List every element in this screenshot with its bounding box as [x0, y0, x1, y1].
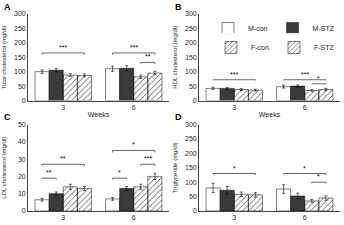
svg-text:200: 200 — [14, 39, 26, 46]
svg-text:6: 6 — [132, 214, 136, 221]
svg-text:0: 0 — [22, 207, 26, 214]
svg-text:C: C — [4, 112, 11, 122]
svg-text:**: ** — [60, 155, 66, 162]
svg-text:200: 200 — [185, 39, 197, 46]
svg-text:150: 150 — [14, 54, 26, 61]
svg-text:6: 6 — [303, 104, 307, 111]
svg-text:0: 0 — [22, 97, 26, 104]
svg-text:50: 50 — [189, 193, 197, 200]
svg-text:M-con: M-con — [248, 25, 268, 32]
svg-text:Weeks: Weeks — [88, 111, 110, 118]
svg-text:300: 300 — [14, 10, 26, 17]
svg-text:***: *** — [301, 71, 309, 78]
svg-text:50: 50 — [18, 83, 26, 90]
svg-text:300: 300 — [185, 10, 197, 17]
svg-text:100: 100 — [14, 68, 26, 75]
svg-text:3: 3 — [61, 104, 65, 111]
svg-text:0: 0 — [193, 97, 197, 104]
svg-text:250: 250 — [185, 25, 197, 32]
svg-text:***: *** — [230, 71, 238, 78]
svg-text:*: * — [233, 165, 236, 172]
svg-text:Weeks: Weeks — [259, 111, 281, 118]
svg-text:F-STZ: F-STZ — [314, 44, 335, 51]
svg-text:6: 6 — [303, 214, 307, 221]
svg-text:40: 40 — [18, 138, 26, 145]
svg-text:150: 150 — [185, 54, 197, 61]
svg-text:50: 50 — [189, 83, 197, 90]
svg-text:50: 50 — [18, 121, 26, 128]
svg-text:3: 3 — [232, 104, 236, 111]
svg-text:**: ** — [46, 169, 52, 176]
svg-text:*: * — [132, 141, 135, 148]
svg-text:*: * — [118, 169, 121, 176]
svg-text:200: 200 — [185, 150, 197, 157]
svg-text:3: 3 — [232, 214, 236, 221]
svg-text:Triglyceride (mg/dl): Triglyceride (mg/dl) — [172, 142, 178, 193]
svg-text:***: *** — [144, 155, 152, 162]
svg-text:*: * — [317, 75, 320, 82]
svg-text:150: 150 — [185, 164, 197, 171]
svg-text:***: *** — [59, 44, 67, 51]
svg-text:A: A — [4, 2, 11, 12]
svg-text:250: 250 — [14, 25, 26, 32]
svg-text:LDL cholesterol (mg/dl): LDL cholesterol (mg/dl) — [1, 137, 7, 199]
svg-text:6: 6 — [132, 104, 136, 111]
svg-text:*: * — [317, 173, 320, 180]
svg-text:B: B — [175, 2, 182, 12]
svg-text:10: 10 — [18, 190, 26, 197]
svg-text:3: 3 — [61, 214, 65, 221]
svg-text:30: 30 — [18, 156, 26, 163]
svg-text:250: 250 — [185, 135, 197, 142]
svg-text:0: 0 — [193, 207, 197, 214]
svg-text:100: 100 — [185, 179, 197, 186]
svg-text:M-STZ: M-STZ — [313, 25, 335, 32]
svg-text:Total cholesterol (mg/dl): Total cholesterol (mg/dl) — [1, 25, 7, 89]
svg-text:HDL cholesterol (mg/dl): HDL cholesterol (mg/dl) — [172, 26, 178, 89]
svg-text:**: ** — [145, 53, 151, 60]
svg-text:100: 100 — [185, 68, 197, 75]
svg-text:*: * — [303, 165, 306, 172]
svg-text:20: 20 — [18, 173, 26, 180]
svg-text:***: *** — [130, 44, 138, 51]
svg-text:F-con: F-con — [251, 44, 269, 51]
svg-text:300: 300 — [185, 121, 197, 128]
svg-text:D: D — [175, 112, 182, 122]
